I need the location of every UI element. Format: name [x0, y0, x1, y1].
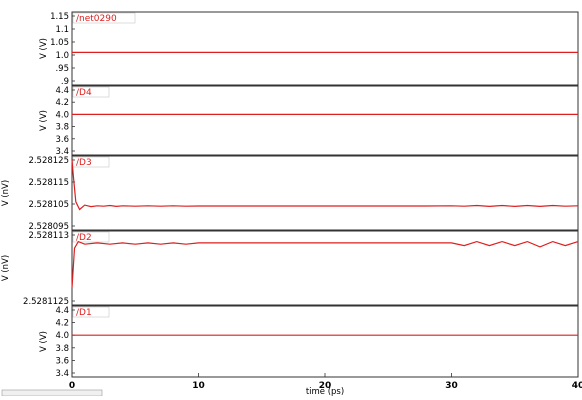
y-tick-label: 2.528115: [28, 178, 69, 188]
x-tick-label: 30: [445, 381, 458, 391]
y-tick-label: 3.8: [55, 123, 69, 133]
trace-name: /D1: [76, 308, 92, 318]
panel-frame: [71, 11, 579, 86]
y-tick-label: 2.528095: [28, 222, 69, 232]
y-tick-label: 4.4: [55, 86, 69, 96]
y-axis-label: V (V): [39, 110, 49, 131]
panel-frame: [71, 155, 579, 231]
y-tick-label: 2.5281125: [23, 297, 69, 307]
y-tick-label: .95: [55, 64, 69, 74]
trace-name: /D4: [76, 88, 92, 98]
y-tick-label: 4.0: [55, 110, 69, 120]
trace-name-tag: [72, 12, 136, 24]
series-line: [71, 240, 579, 288]
trace-name-tag: [72, 86, 110, 98]
x-tick-label: 0: [69, 381, 75, 391]
y-axis-label: V (V): [39, 331, 49, 352]
trace-name: /D2: [76, 233, 92, 243]
y-tick-label: 2.528105: [28, 200, 69, 210]
x-tick-label: 20: [319, 381, 332, 391]
y-tick-label: 3.6: [55, 356, 69, 366]
panel-frame: [71, 305, 579, 378]
panel-frame: [71, 85, 579, 156]
y-tick-label: 1.15: [50, 12, 69, 22]
x-tick-label: 10: [192, 381, 205, 391]
y-axis-label: V (nV): [1, 180, 11, 206]
y-tick-label: 3.8: [55, 344, 69, 354]
x-axis-label: time (ps): [306, 387, 344, 396]
y-tick-label: .9: [61, 77, 69, 87]
y-tick-label: 3.4: [55, 147, 69, 157]
trace-name: /D3: [76, 158, 92, 168]
y-axis-label: V (nV): [1, 255, 11, 281]
trace-name-tag: [72, 156, 110, 168]
y-tick-label: 4.2: [55, 319, 69, 329]
y-tick-label: 2.528113: [28, 231, 69, 241]
status-strip: [1, 389, 103, 397]
x-tick-label: 40: [572, 381, 582, 391]
y-axis-label: V (V): [39, 38, 49, 59]
y-tick-label: 2.528125: [28, 156, 69, 166]
trace-name-tag: [72, 231, 110, 243]
series-line: [71, 159, 579, 211]
trace-name-tag: [72, 306, 110, 318]
trace-name: /net0290: [76, 14, 117, 24]
y-tick-label: 4.4: [55, 306, 69, 316]
y-tick-label: 4.2: [55, 98, 69, 108]
y-tick-label: 3.4: [55, 369, 69, 379]
y-tick-label: 1.05: [50, 38, 69, 48]
y-tick-label: 3.6: [55, 135, 69, 145]
y-tick-label: 1.1: [55, 25, 69, 35]
y-tick-label: 4.0: [55, 331, 69, 341]
y-tick-label: 1.0: [55, 51, 69, 61]
